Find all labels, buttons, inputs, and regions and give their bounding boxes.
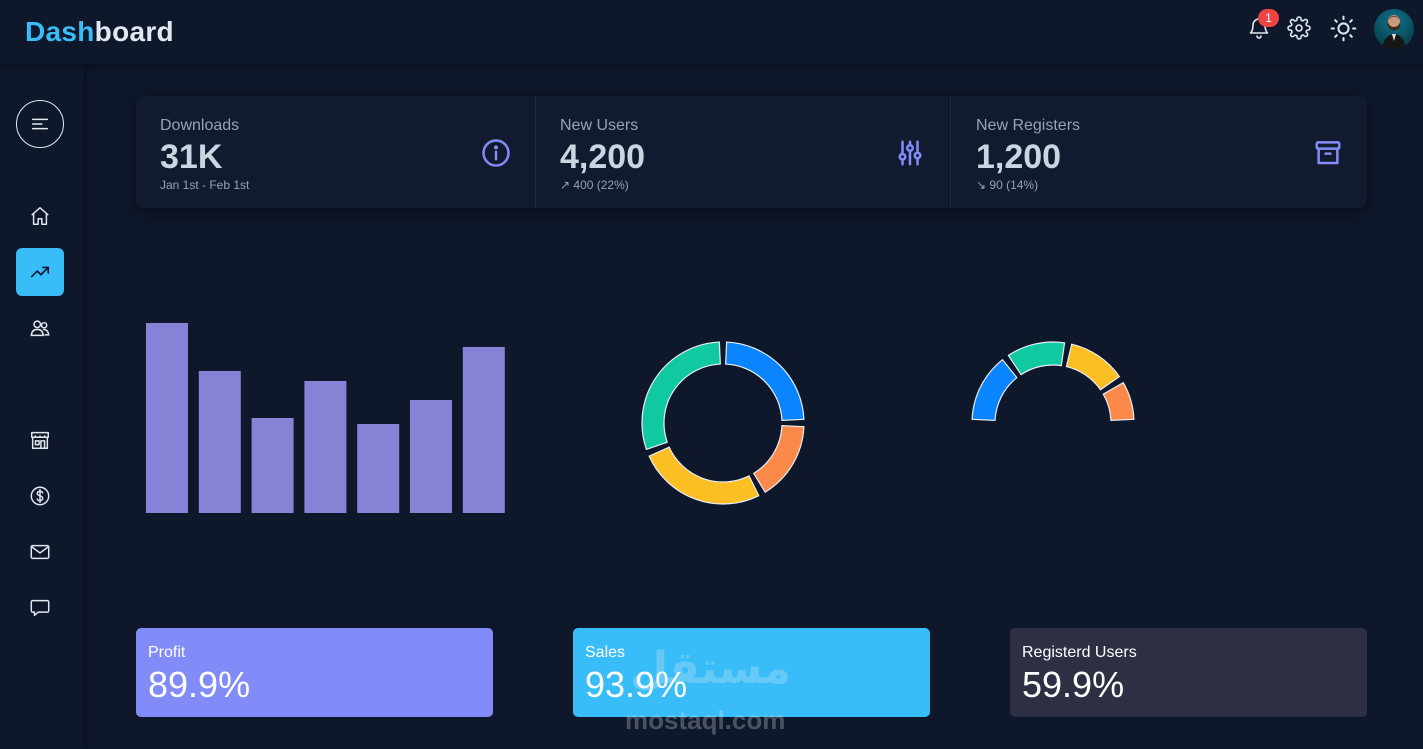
sidebar-item-users[interactable] [16, 304, 64, 352]
stat-new-users: New Users 4,200 ↗ 400 (22%) [536, 96, 950, 208]
stat-divider [950, 96, 951, 208]
doughnut-slice-3[interactable] [648, 446, 760, 505]
stat-value: 31K [160, 138, 223, 176]
dollar-icon [30, 486, 50, 506]
bar-4[interactable] [304, 381, 347, 513]
stat-downloads: Downloads 31K Jan 1st - Feb 1st [136, 96, 535, 208]
avatar[interactable] [1374, 9, 1414, 49]
stat-label: Downloads [160, 117, 240, 134]
stat-new-registers: New Registers 1,200 ↘ 90 (14%) [951, 96, 1367, 208]
card-value: 89.9% [148, 664, 251, 705]
half-doughnut-slice-1[interactable] [971, 358, 1018, 422]
charts-area [146, 323, 1135, 513]
home-icon [31, 207, 49, 225]
doughnut-slice-1[interactable] [725, 341, 805, 421]
doughnut-slice-4[interactable] [641, 341, 721, 451]
trending-up-icon [30, 266, 50, 278]
menu-icon [31, 118, 49, 130]
bar-5[interactable] [357, 424, 400, 513]
sales-card[interactable]: Sales 93.9% [573, 628, 930, 717]
sun-icon[interactable] [1330, 15, 1357, 42]
card-label: Sales [585, 644, 626, 661]
logo-part-2: board [94, 16, 174, 47]
bar-1[interactable] [146, 323, 188, 513]
bar-7[interactable] [462, 347, 505, 513]
sidebar-item-finance[interactable] [16, 472, 64, 520]
sidebar-item-chat[interactable] [16, 584, 64, 632]
store-icon [31, 431, 49, 449]
stats-panel: Downloads 31K Jan 1st - Feb 1st New User… [136, 96, 1367, 208]
registered-users-card[interactable]: Registerd Users 59.9% [1010, 628, 1367, 717]
bar-3[interactable] [251, 418, 294, 513]
notification-badge: 1 [1258, 9, 1279, 27]
bar-6[interactable] [410, 400, 452, 513]
gear-icon[interactable] [1287, 16, 1311, 40]
card-value: 93.9% [585, 664, 688, 705]
dashboard-logo[interactable]: Dashboard [25, 16, 174, 48]
stat-sub: Jan 1st - Feb 1st [160, 178, 250, 192]
archive-icon[interactable] [1313, 138, 1343, 168]
users-icon [30, 320, 50, 337]
profit-card[interactable]: Profit 89.9% [136, 628, 493, 717]
stat-label: New Users [560, 117, 639, 134]
doughnut-slice-2[interactable] [752, 425, 805, 493]
stat-value: 4,200 [560, 138, 646, 176]
menu-toggle-button[interactable] [16, 100, 64, 148]
sidebar [0, 64, 84, 749]
sidebar-item-analytics[interactable] [16, 248, 64, 296]
half-doughnut-slice-2[interactable] [1007, 341, 1066, 376]
half-doughnut-slice-3[interactable] [1065, 343, 1121, 391]
mail-icon [30, 544, 50, 560]
stat-sub: ↗ 400 (22%) [560, 178, 629, 192]
stat-divider [535, 96, 536, 208]
top-bar: Dashboard 1 [0, 0, 1423, 64]
card-label: Registerd Users [1022, 644, 1137, 661]
sidebar-item-home[interactable] [16, 192, 64, 240]
stat-label: New Registers [976, 117, 1081, 134]
card-value: 59.9% [1022, 664, 1125, 705]
sidebar-item-mail[interactable] [16, 528, 64, 576]
half-doughnut-slice-4[interactable] [1102, 381, 1135, 422]
chat-icon [30, 599, 50, 617]
info-icon[interactable] [481, 138, 511, 168]
stat-value: 1,200 [976, 138, 1062, 176]
stat-sub: ↘ 90 (14%) [976, 178, 1039, 192]
bar-2[interactable] [198, 371, 241, 513]
sidebar-item-store[interactable] [16, 416, 64, 464]
logo-part-1: Dash [25, 16, 95, 47]
card-label: Profit [148, 644, 186, 661]
sliders-icon[interactable] [895, 138, 925, 168]
